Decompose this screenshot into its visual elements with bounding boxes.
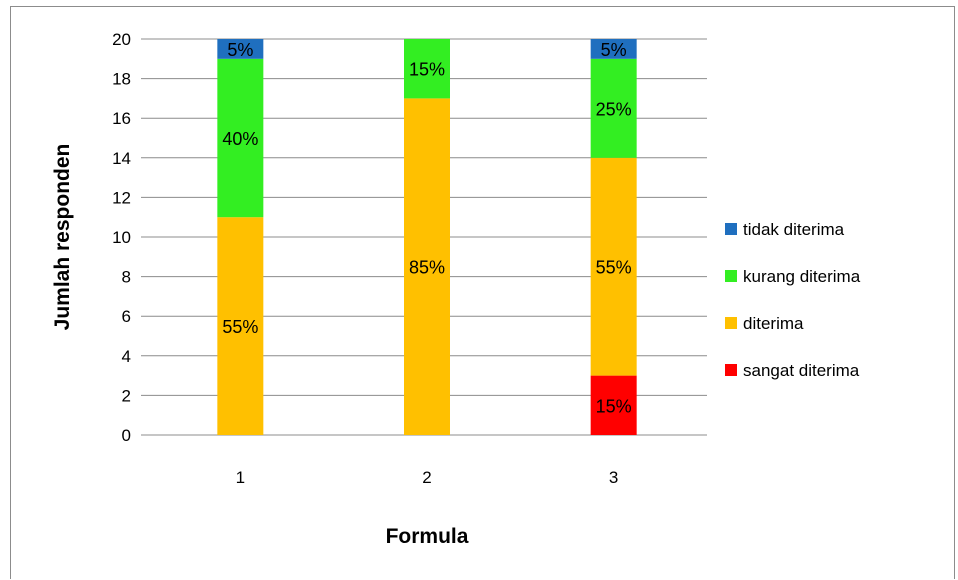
x-tick-label: 1 [236,468,245,487]
data-label: 15% [409,60,445,80]
data-label: 55% [222,317,258,337]
chart-frame: 55% 40% 5% 85% 15% 15% 55% 25% 5% 0 2 4 6 8 10 12 14 16 1… [10,6,955,579]
bar-segment [590,375,637,435]
y-axis-ticks: 0 2 4 6 8 10 12 14 16 18 20 [112,30,131,445]
legend-label: sangat diterima [743,361,860,380]
y-tick-label: 18 [112,70,131,89]
data-label: 40% [222,129,258,149]
bar-segment [590,39,637,59]
stacked-bar-chart: 55%40%5%85%15%15%55%25%5% 02468101214161… [51,30,861,548]
bar-segment [590,157,637,376]
legend-swatch [725,317,737,329]
legend-swatch [725,364,737,376]
y-tick-label: 0 [122,426,131,445]
y-tick-label: 10 [112,228,131,247]
data-label: 55% [596,258,632,278]
y-tick-label: 20 [112,30,131,49]
bar-segment [217,217,264,435]
legend-swatch [725,223,737,235]
bars [217,39,637,436]
legend: tidak diterima kurang diterima diterima san… [725,220,861,380]
x-axis-ticks: 1 2 3 [236,468,619,487]
x-tick-label: 3 [609,468,618,487]
legend-label: tidak diterima [743,220,845,239]
y-tick-label: 6 [122,307,131,326]
y-tick-label: 2 [122,386,131,405]
x-axis-title: Formula [386,525,469,548]
legend-label: diterima [743,314,804,333]
bar-segment [590,58,637,158]
legend-swatch [725,270,737,282]
bar-segment [217,58,264,218]
legend-label: kurang diterima [743,267,861,286]
y-axis-title: Jumlah responden [51,144,74,331]
y-tick-label: 14 [112,149,131,168]
x-tick-label: 2 [422,468,431,487]
bar-segment [217,39,264,59]
data-label: 15% [596,396,632,416]
data-label: 5% [601,40,627,60]
y-tick-label: 4 [122,347,131,366]
y-tick-label: 16 [112,109,131,128]
data-labels: 55% 40% 5% 85% 15% 15% 55% 25% 5% [222,40,631,416]
data-label: 85% [409,258,445,278]
bar-segment [404,98,450,436]
data-label: 5% [227,40,253,60]
data-label: 25% [596,99,632,119]
y-tick-label: 8 [122,268,131,287]
bar-segment [404,39,450,99]
y-tick-label: 12 [112,188,131,207]
